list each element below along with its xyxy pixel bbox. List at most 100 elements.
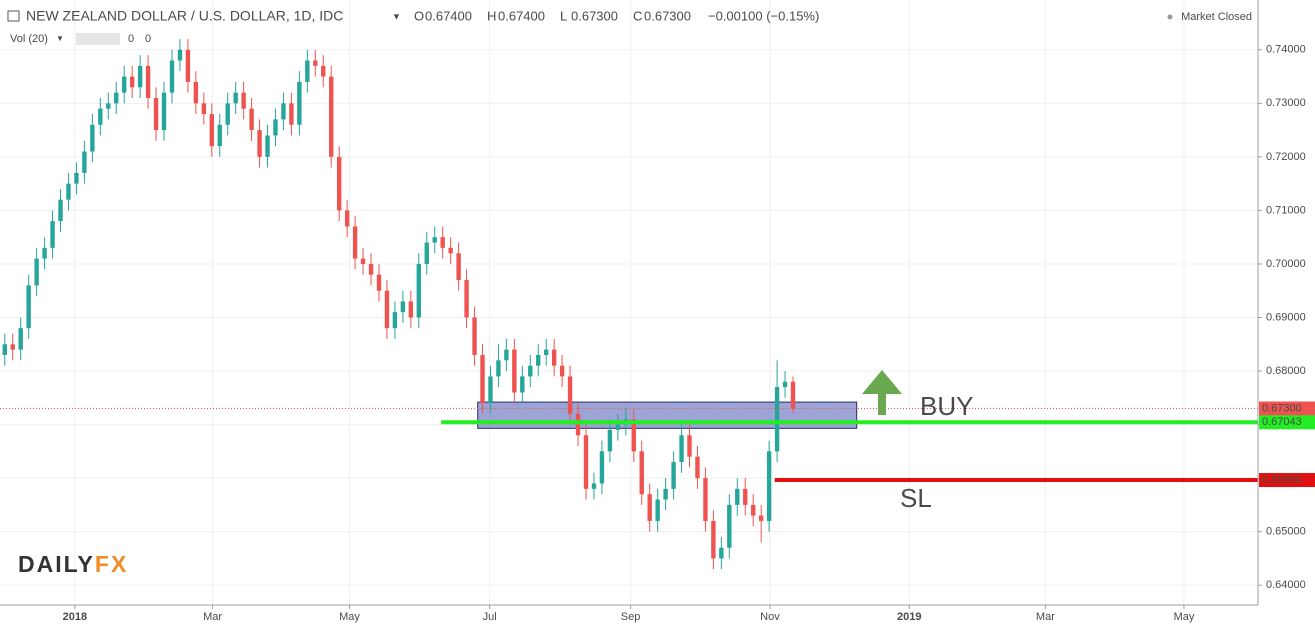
menu-icon[interactable]: [7, 10, 20, 22]
candle-body: [384, 290, 390, 329]
market-status: Market Closed: [1181, 11, 1252, 23]
candle-body: [528, 365, 533, 377]
candle-body: [313, 60, 318, 66]
y-tick-label: 0.70000: [1266, 258, 1306, 270]
candle-body: [257, 130, 262, 157]
indicator-value: 0: [145, 33, 151, 45]
candle-body: [559, 365, 565, 377]
candle-body: [10, 344, 15, 350]
sl-label: SL: [900, 483, 932, 513]
candle-body: [424, 242, 429, 264]
ohlc-value: 0.67400: [425, 8, 472, 23]
candle-body: [106, 103, 111, 109]
y-tick-label: 0.72000: [1266, 151, 1306, 163]
candle-body: [663, 488, 668, 500]
candle-body: [671, 462, 676, 489]
ohlc-value: 0.67300: [644, 8, 691, 23]
candle-body: [225, 103, 230, 125]
candle-body: [758, 515, 764, 521]
candle-body: [703, 478, 708, 521]
brand-part: FX: [95, 551, 128, 577]
candle-body: [400, 301, 406, 313]
candle-body: [161, 92, 167, 131]
candle-body: [82, 151, 87, 173]
candle-body: [456, 253, 461, 281]
candle-body: [774, 387, 780, 452]
candle-body: [392, 312, 398, 329]
dropdown[interactable]: ▼: [392, 11, 401, 21]
candle-body: [114, 92, 119, 104]
candle-body: [265, 135, 270, 157]
candle-body: [233, 92, 238, 104]
candle-body: [42, 247, 47, 259]
indicator-tools[interactable]: [76, 33, 120, 45]
header: NEW ZEALAND DOLLAR / U.S. DOLLAR, 1D, ID…: [7, 8, 1252, 45]
brand-part: DAILY: [18, 551, 95, 577]
x-tick-label: 2018: [63, 611, 87, 623]
y-tick-label: 0.68000: [1266, 365, 1306, 377]
candle-body: [504, 349, 509, 361]
candle-body: [50, 221, 55, 248]
candle-body: [766, 451, 772, 521]
x-tick-label: Sep: [621, 611, 641, 623]
y-tick-label: 0.71000: [1266, 204, 1306, 216]
indicator-value: 0: [128, 33, 134, 45]
candle-body: [440, 237, 445, 248]
price-label: 0.65964: [1262, 474, 1302, 486]
candle-body: [743, 488, 748, 505]
candle-body: [790, 381, 796, 409]
candle-body: [472, 317, 477, 355]
y-tick-label: 0.65000: [1266, 526, 1306, 538]
candle-body: [631, 419, 636, 452]
ohlc-values: O 0.67400 H 0.67400 L 0.67300 C 0.67300: [414, 8, 691, 23]
change: −0.00100 (−0.15%): [708, 8, 819, 23]
candle-body: [98, 108, 103, 125]
candle-body: [607, 429, 613, 452]
ohlc-key: H: [487, 8, 496, 23]
candle-body: [26, 285, 31, 329]
dropdown[interactable]: ▼: [56, 34, 64, 43]
candle-body: [58, 199, 63, 222]
buy-arrow: [862, 370, 902, 415]
candle-body: [321, 65, 326, 77]
status-dot: [1167, 14, 1173, 20]
candle-body: [249, 108, 254, 131]
candle-body: [185, 49, 191, 82]
candle-body: [751, 504, 756, 516]
candle-body: [209, 114, 214, 147]
grid: [0, 0, 1258, 605]
candle-body: [281, 103, 286, 120]
price-label-bg: [1259, 415, 1315, 430]
ohlc-key: L: [560, 8, 567, 23]
candle-body: [273, 119, 278, 136]
candle-body: [679, 435, 684, 463]
x-tick-label: Mar: [203, 611, 222, 623]
candle-body: [368, 263, 374, 275]
x-tick-label: Jul: [483, 611, 497, 623]
candle-body: [145, 65, 151, 98]
candle-body: [496, 360, 501, 377]
candle-body: [551, 349, 557, 366]
candle-body: [129, 76, 135, 88]
candle-body: [448, 247, 453, 254]
brand-logo: DAILYFX: [18, 551, 128, 577]
candle-body: [567, 376, 573, 414]
candle-body: [169, 60, 175, 93]
candle-body: [655, 499, 660, 521]
candle-body: [217, 124, 222, 147]
y-tick-label: 0.73000: [1266, 97, 1306, 109]
indicator-name: Vol (20): [10, 33, 48, 45]
y-tick-label: 0.74000: [1266, 44, 1306, 56]
candle-body: [122, 76, 127, 93]
candle-body: [639, 451, 644, 495]
x-tick-label: May: [339, 611, 360, 623]
x-tick-label: May: [1174, 611, 1195, 623]
candle-body: [782, 381, 788, 388]
candle-body: [360, 258, 366, 264]
x-tick-label: 2019: [897, 611, 921, 623]
candle-body: [520, 376, 525, 393]
candle-body: [18, 328, 23, 350]
candle-body: [544, 349, 549, 355]
buy-label: BUY: [920, 391, 973, 421]
candle-body: [289, 103, 294, 125]
